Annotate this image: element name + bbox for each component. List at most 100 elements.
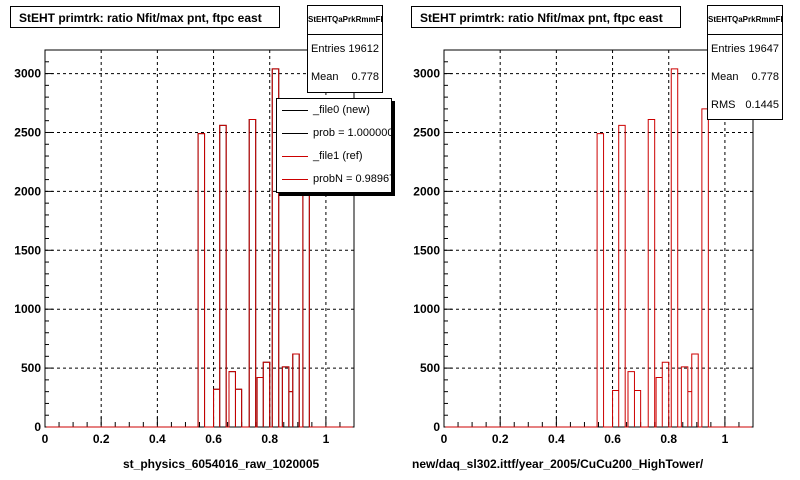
right-histogram: 0 500 1000 1500 2000 2500 3000 0 0.2 0.4 0.6 0.8 1 <box>413 49 754 446</box>
right-series-0-bar-11 <box>692 354 698 427</box>
left-y-tick-label: 1000 <box>14 302 41 316</box>
left-series-1-bar-4 <box>235 389 241 427</box>
right-stats-row-mean: Mean 0.778 <box>708 63 782 91</box>
left-series-0-bar-7 <box>263 362 269 427</box>
right-series-0-bar-3 <box>628 372 634 427</box>
left-series-0-bar-6 <box>257 378 263 427</box>
left-series-0-bar-4 <box>235 389 241 427</box>
left-chart-panel: 0 500 1000 1500 2000 2500 3000 0 0.2 0.4 0.6 0.8 1 S… <box>10 5 392 471</box>
right-stats-rms-value: 0.1445 <box>745 99 779 111</box>
left-x-axis-label: st_physics_6054016_raw_1020005 <box>123 457 320 471</box>
left-series-1-bar-2 <box>220 125 226 427</box>
right-stats-row-entries: Entries 19647 <box>708 35 782 63</box>
right-series-0-bar-9 <box>681 367 687 427</box>
left-stats-entries-value: 19612 <box>348 43 379 55</box>
right-x-tick-label: 1 <box>722 432 729 446</box>
legend-swatch-prob <box>282 133 308 134</box>
left-series-1-bar-10 <box>289 392 293 427</box>
legend-entry-new: _file0 (new) <box>277 99 391 122</box>
left-series-1-bar-1 <box>214 389 220 427</box>
legend-label-prob: prob = 1.000000 <box>313 127 392 139</box>
left-y-tick-label: 500 <box>21 361 41 375</box>
left-series-0-bar-3 <box>229 372 235 427</box>
right-x-tick-label: 0.6 <box>604 432 621 446</box>
legend-entry-probn: probN = 0.98967 <box>277 168 391 191</box>
right-stats-mean-label: Mean <box>711 71 739 83</box>
right-series-0-bar-2 <box>619 125 625 427</box>
legend-label-new: _file0 (new) <box>313 104 370 116</box>
right-series-0-bar-0 <box>597 134 603 427</box>
left-series-1-bar-3 <box>229 372 235 427</box>
left-x-tick-label: 0.4 <box>149 432 166 446</box>
right-y-tick-label: 1000 <box>413 302 440 316</box>
left-series-1-bar-9 <box>282 367 288 427</box>
right-series-0-bar-1 <box>613 390 619 427</box>
right-x-axis-label: new/daq_sl302.ittf/year_2005/CuCu200_Hig… <box>412 457 704 471</box>
left-x-tick-label: 0.2 <box>93 432 110 446</box>
right-stats-rms-label: RMS <box>711 99 736 111</box>
right-stats-row-rms: RMS 0.1445 <box>708 91 782 119</box>
left-series-0-bar-5 <box>249 120 255 427</box>
right-stats-entries-label: Entries <box>711 43 746 55</box>
right-y-tick-label: 2000 <box>413 184 440 198</box>
right-x-tick-label: 0.8 <box>660 432 677 446</box>
right-series-0-bar-6 <box>656 378 662 427</box>
right-x-tick-label: 0 <box>441 432 448 446</box>
right-series-0-bar-10 <box>688 392 692 427</box>
left-stats-title: StEHTQaPrkRmmFE <box>308 6 382 35</box>
left-histogram: 0 500 1000 1500 2000 2500 3000 0 0.2 0.4 0.6 0.8 1 <box>14 49 355 446</box>
right-x-tick-label: 0.4 <box>548 432 565 446</box>
left-series-0-bar-1 <box>214 389 220 427</box>
left-stats-mean-value: 0.778 <box>351 71 379 83</box>
right-chart-panel: 0 500 1000 1500 2000 2500 3000 0 0.2 0.4 0.6 0.8 1 S… <box>400 0 800 480</box>
left-x-tick-label: 0 <box>42 432 49 446</box>
legend-entry-prob: prob = 1.000000 <box>277 122 391 145</box>
left-stats-mean-label: Mean <box>311 71 339 83</box>
left-series-1-bar-5 <box>249 120 255 427</box>
left-series-1-outline <box>46 68 353 428</box>
right-series-0-bar-4 <box>634 390 640 427</box>
left-legend: _file0 (new) prob = 1.000000 _file1 (ref… <box>276 98 392 193</box>
left-y-tick-label: 1500 <box>14 243 41 257</box>
left-series-0-bar-9 <box>282 367 288 427</box>
left-y-tick-label: 2000 <box>14 184 41 198</box>
right-stats-title: StEHTQaPrkRmmFE <box>708 6 782 35</box>
right-series-0-outline <box>445 68 752 428</box>
left-stats-row-mean: Mean 0.778 <box>308 63 382 91</box>
left-series-1-bar-11 <box>293 354 299 427</box>
right-series-0-bar-12 <box>702 109 708 427</box>
right-y-tick-label: 0 <box>433 420 440 434</box>
left-series-1-bar-7 <box>263 362 269 427</box>
left-stats-box: StEHTQaPrkRmmFE Entries 19612 Mean 0.778 <box>307 5 383 93</box>
right-series-0-bar-7 <box>662 362 668 427</box>
left-stats-row-entries: Entries 19612 <box>308 35 382 63</box>
left-x-tick-label: 0.8 <box>261 432 278 446</box>
left-series-0-bar-11 <box>293 354 299 427</box>
legend-label-ref: _file1 (ref) <box>313 150 363 162</box>
right-y-tick-label: 2500 <box>413 125 440 139</box>
left-x-tick-label: 1 <box>323 432 330 446</box>
right-chart-title: StEHT primtrk: ratio Nfit/max pnt, ftpc … <box>411 6 681 28</box>
left-stats-entries-label: Entries <box>311 43 346 55</box>
left-series-0-bar-2 <box>220 125 226 427</box>
right-series-0-bar-8 <box>671 69 677 427</box>
left-series-1-bar-0 <box>198 134 204 427</box>
left-series-0-bar-0 <box>198 134 204 427</box>
left-x-tick-label: 0.6 <box>205 432 222 446</box>
left-series-0-bar-10 <box>289 392 293 427</box>
right-y-tick-label: 1500 <box>413 243 440 257</box>
right-y-tick-label: 3000 <box>413 67 440 81</box>
right-series-0-bar-5 <box>648 120 654 427</box>
left-y-tick-label: 0 <box>34 420 41 434</box>
legend-swatch-new <box>282 110 308 111</box>
left-chart-title: StEHT primtrk: ratio Nfit/max pnt, ftpc … <box>10 6 280 28</box>
left-y-tick-label: 2500 <box>14 125 41 139</box>
right-stats-entries-value: 19647 <box>748 43 779 55</box>
right-x-tick-label: 0.2 <box>492 432 509 446</box>
left-y-tick-label: 3000 <box>14 67 41 81</box>
legend-swatch-ref <box>282 156 308 157</box>
legend-label-probn: probN = 0.98967 <box>313 173 392 185</box>
legend-swatch-probn <box>282 179 308 180</box>
legend-entry-ref: _file1 (ref) <box>277 145 391 168</box>
right-stats-box: StEHTQaPrkRmmFE Entries 19647 Mean 0.778… <box>707 5 783 120</box>
